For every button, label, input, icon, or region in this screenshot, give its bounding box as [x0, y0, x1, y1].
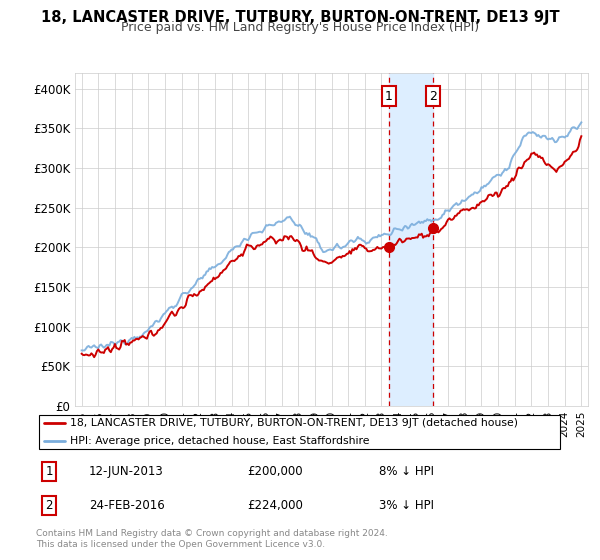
Text: 8% ↓ HPI: 8% ↓ HPI	[379, 465, 434, 478]
Text: 24-FEB-2016: 24-FEB-2016	[89, 499, 164, 512]
Text: 2: 2	[46, 499, 53, 512]
Text: 2: 2	[430, 90, 437, 102]
Text: Price paid vs. HM Land Registry's House Price Index (HPI): Price paid vs. HM Land Registry's House …	[121, 21, 479, 34]
Text: 12-JUN-2013: 12-JUN-2013	[89, 465, 164, 478]
Text: 18, LANCASTER DRIVE, TUTBURY, BURTON-ON-TRENT, DE13 9JT: 18, LANCASTER DRIVE, TUTBURY, BURTON-ON-…	[41, 10, 559, 25]
Text: 3% ↓ HPI: 3% ↓ HPI	[379, 499, 434, 512]
Text: £224,000: £224,000	[247, 499, 303, 512]
Text: HPI: Average price, detached house, East Staffordshire: HPI: Average price, detached house, East…	[70, 436, 370, 446]
Text: 1: 1	[46, 465, 53, 478]
Text: 18, LANCASTER DRIVE, TUTBURY, BURTON-ON-TRENT, DE13 9JT (detached house): 18, LANCASTER DRIVE, TUTBURY, BURTON-ON-…	[70, 418, 518, 428]
Bar	[389, 73, 433, 406]
Text: 1: 1	[385, 90, 393, 102]
FancyBboxPatch shape	[38, 414, 560, 449]
Text: Contains HM Land Registry data © Crown copyright and database right 2024.
This d: Contains HM Land Registry data © Crown c…	[36, 529, 388, 549]
Text: £200,000: £200,000	[247, 465, 303, 478]
